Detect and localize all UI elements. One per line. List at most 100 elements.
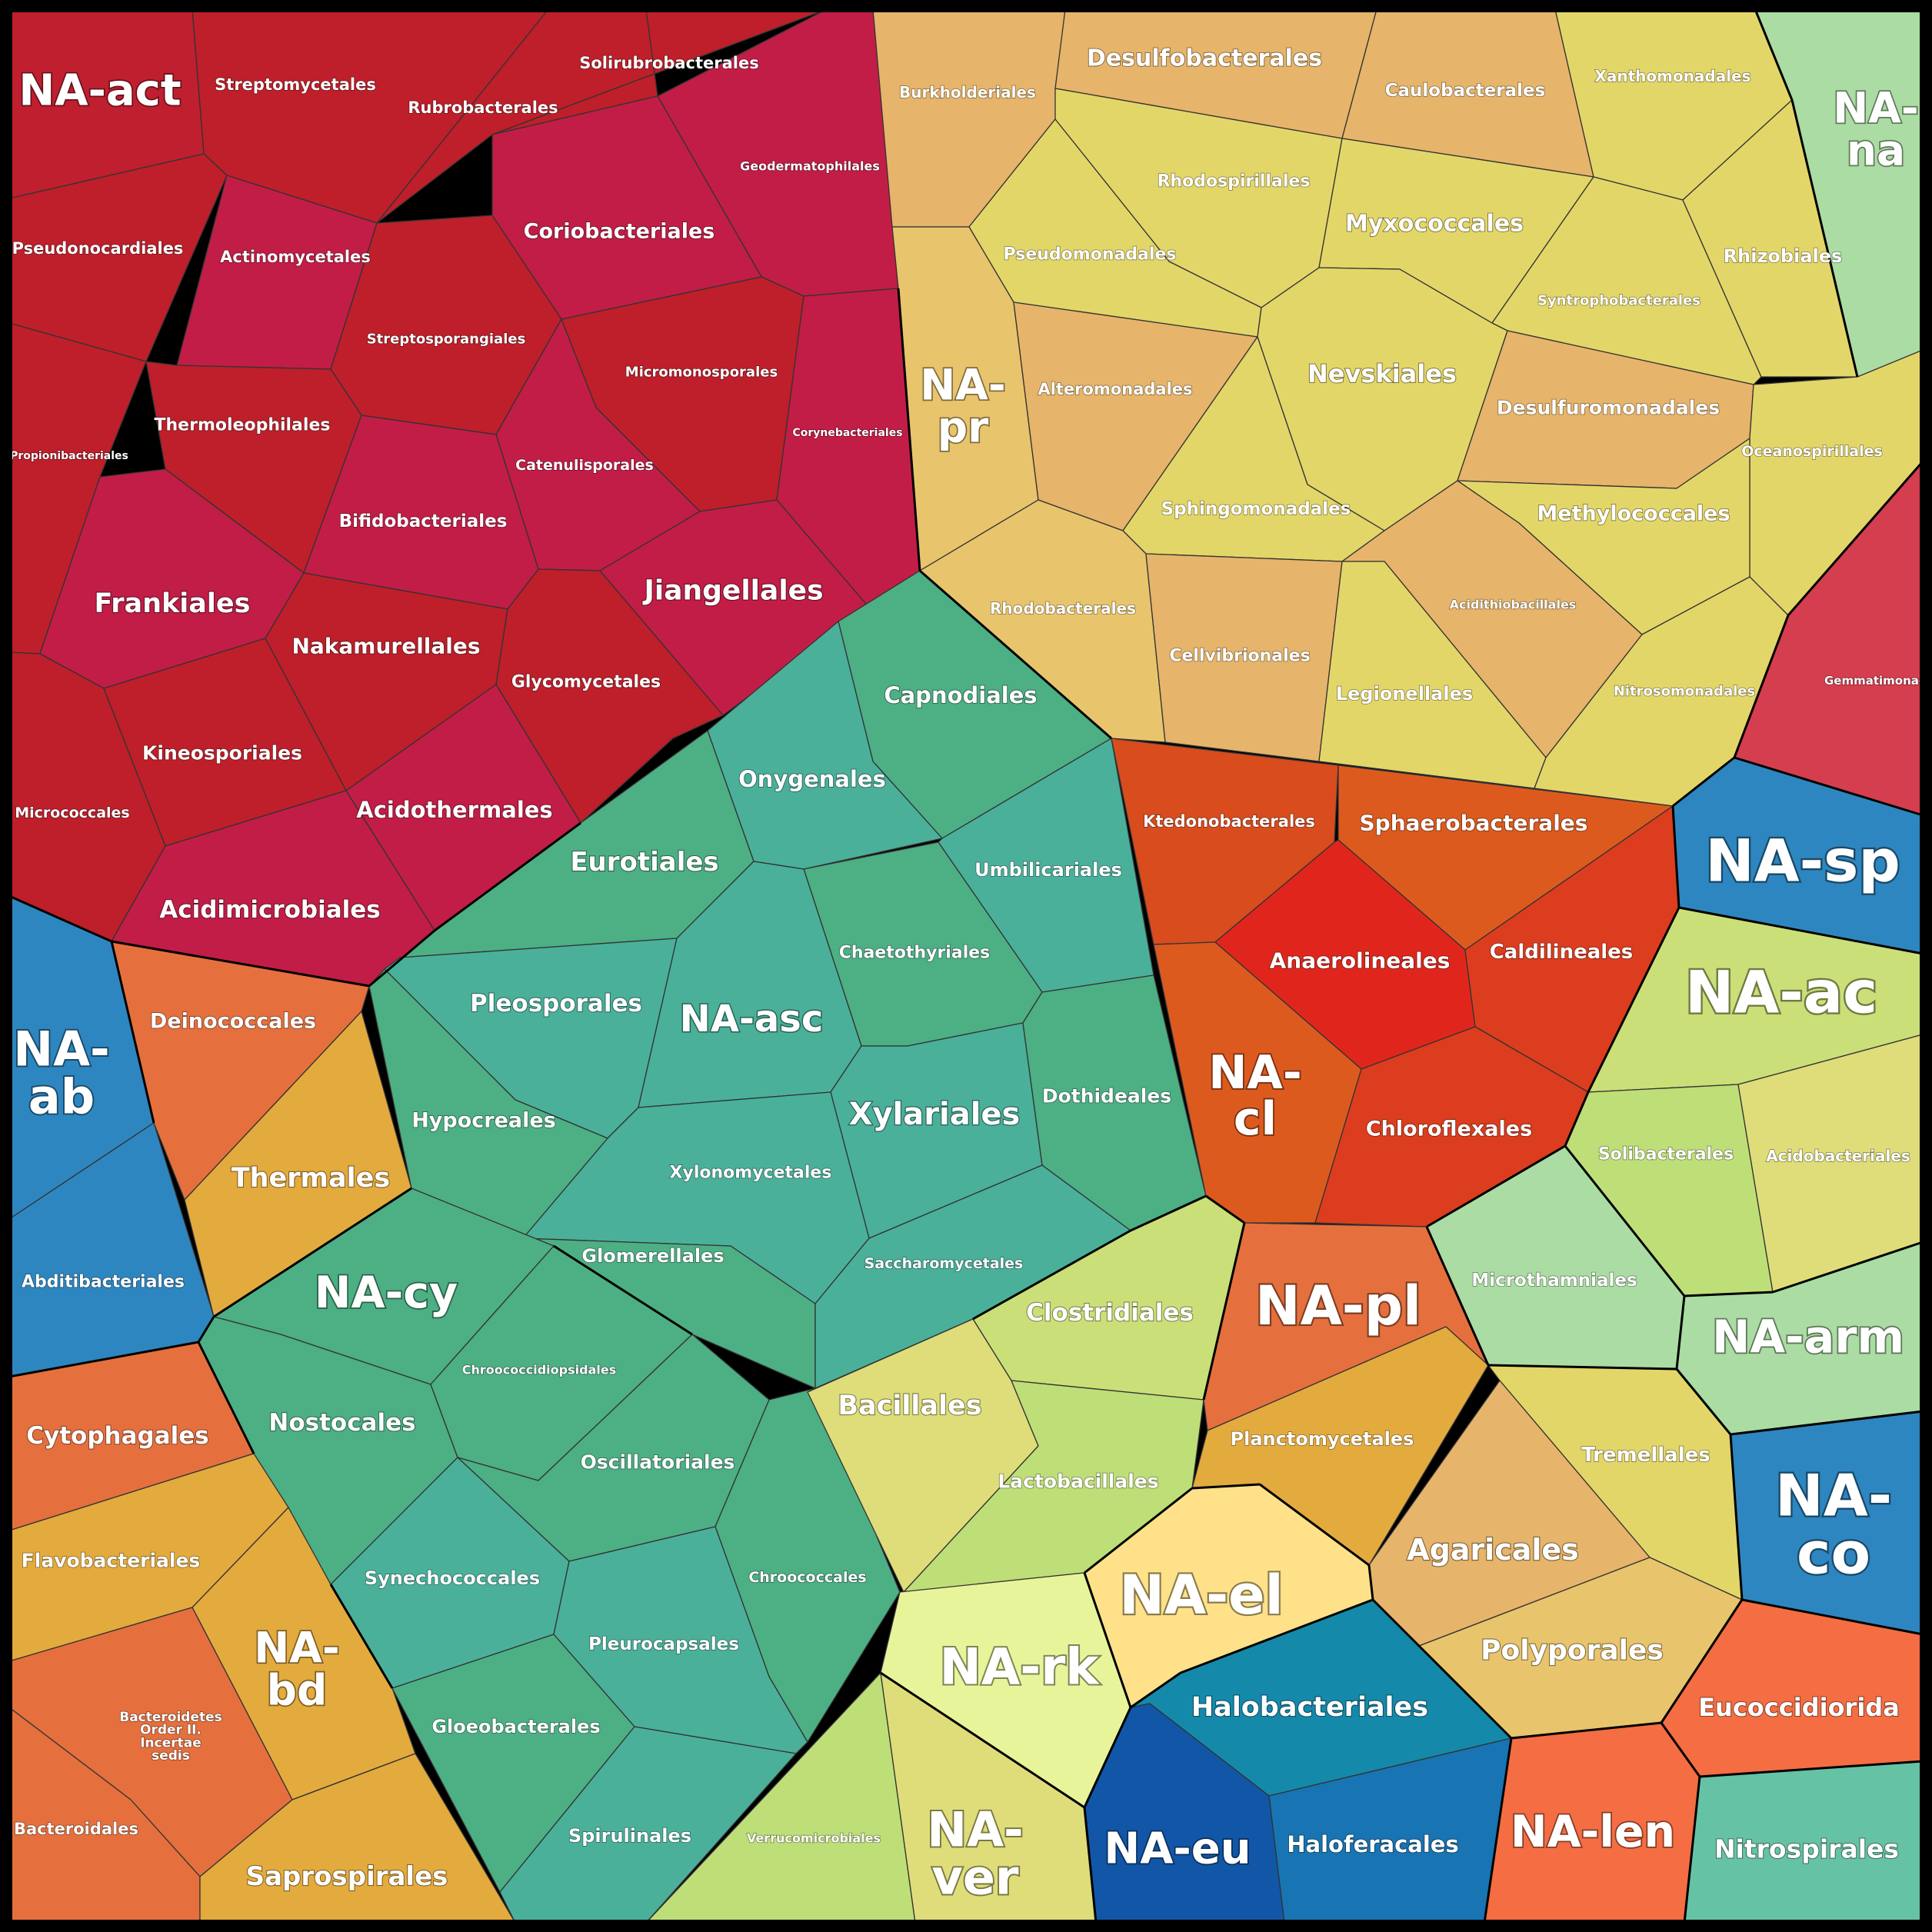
label-chroococcales: Chroococcales xyxy=(748,1569,866,1586)
label-geodermatophilales: Geodermatophilales xyxy=(740,159,880,174)
label-na: NA- xyxy=(254,1624,339,1673)
group-border xyxy=(368,929,435,988)
label-na: na xyxy=(1847,126,1905,175)
label-na: NA- xyxy=(1833,84,1918,133)
label-agaricales: Agaricales xyxy=(1407,1533,1579,1567)
group-border xyxy=(1730,1410,1924,1436)
group-border xyxy=(1130,1194,1207,1232)
group-border xyxy=(1180,1598,1374,1674)
label-sphingomonadales: Sphingomonadales xyxy=(1161,499,1351,519)
label-co: co xyxy=(1797,1520,1870,1587)
group-border xyxy=(1772,1241,1924,1294)
group-border xyxy=(1587,907,1681,1093)
group-border xyxy=(1191,1483,1261,1490)
label-na: NA- xyxy=(1208,1046,1302,1100)
group-border xyxy=(1417,1644,1513,1740)
group-border xyxy=(8,894,112,943)
label-solibacterales: Solibacterales xyxy=(1598,1145,1734,1164)
label-nitrospirales: Nitrospirales xyxy=(1714,1834,1899,1864)
group-border xyxy=(1729,1434,1744,1601)
label-xylonomycetales: Xylonomycetales xyxy=(670,1164,832,1183)
label-nitrosomonadales: Nitrosomonadales xyxy=(1614,684,1755,700)
label-na-el: NA-el xyxy=(1119,1564,1283,1627)
group-border xyxy=(919,569,1112,740)
group-border xyxy=(1660,1599,1744,1724)
group-border xyxy=(110,941,155,1124)
label-na-rk: NA-rk xyxy=(940,1639,1101,1697)
label-na-pl: NA-pl xyxy=(1255,1274,1421,1337)
label-onygenales: Onygenales xyxy=(738,766,886,792)
group-border xyxy=(1483,1737,1513,1924)
label-na-len: NA-len xyxy=(1511,1807,1675,1857)
label-hypocreales: Hypocreales xyxy=(411,1109,556,1133)
group-border xyxy=(897,288,921,571)
label-verrucomicrobiales: Verrucomicrobiales xyxy=(747,1831,881,1846)
group-border xyxy=(1083,1807,1098,1924)
label-ab: ab xyxy=(28,1069,95,1125)
group-border xyxy=(1672,756,1735,808)
label-umbilicariales: Umbilicariales xyxy=(974,859,1122,881)
label-halobacteriales: Halobacteriales xyxy=(1191,1692,1428,1723)
group-border xyxy=(1675,1368,1732,1435)
group-border xyxy=(329,1584,394,1689)
label-order-ii: Order II. xyxy=(140,1723,202,1738)
label-coriobacteriales: Coriobacteriales xyxy=(524,220,715,244)
label-glycomycetales: Glycomycetales xyxy=(511,673,661,692)
group-border xyxy=(1205,1194,1245,1224)
label-chaetothyriales: Chaetothyriales xyxy=(839,944,991,963)
label-thermales: Thermales xyxy=(232,1163,390,1194)
group-border xyxy=(1202,1222,1246,1401)
group-border xyxy=(1426,1144,1566,1228)
label-frankiales: Frankiales xyxy=(95,588,251,619)
label-bacteroidetes: Bacteroidetes xyxy=(119,1710,222,1725)
group-border xyxy=(197,1316,215,1343)
label-eurotiales: Eurotiales xyxy=(570,847,718,878)
label-nevskiales: Nevskiales xyxy=(1307,359,1457,388)
label-flavobacteriales: Flavobacteriales xyxy=(22,1550,201,1572)
label-legionellales: Legionellales xyxy=(1336,683,1473,705)
group-border xyxy=(1371,1598,1421,1647)
label-rubrobacterales: Rubrobacterales xyxy=(408,98,558,117)
label-incertae: Incertae xyxy=(140,1735,202,1750)
label-lactobacillales: Lactobacillales xyxy=(998,1471,1158,1493)
label-glomerellales: Glomerellales xyxy=(581,1245,724,1267)
group-border xyxy=(1790,99,1859,378)
label-micrococcales: Micrococcales xyxy=(15,804,129,821)
label-rhizobiales: Rhizobiales xyxy=(1724,245,1843,267)
group-border xyxy=(434,821,581,932)
group-border xyxy=(1084,1487,1193,1574)
group-border xyxy=(1083,1572,1132,1708)
label-kineosporiales: Kineosporiales xyxy=(142,742,302,764)
group-border xyxy=(1130,1671,1181,1709)
label-gemmatimonadales: Gemmatimonadales xyxy=(1824,674,1932,688)
label-planctomycetales: Planctomycetales xyxy=(1231,1428,1414,1450)
group-border xyxy=(553,1244,693,1336)
label-na: NA- xyxy=(1775,1462,1892,1530)
label-oscillatoriales: Oscillatoriales xyxy=(581,1451,735,1474)
group-border xyxy=(1787,461,1924,616)
label-pseudomonadales: Pseudomonadales xyxy=(1004,245,1177,265)
group-border xyxy=(1684,1291,1774,1297)
label-synechococcales: Synechococcales xyxy=(365,1567,540,1589)
label-pseudonocardiales: Pseudonocardiales xyxy=(12,239,184,258)
label-actinomycetales: Actinomycetales xyxy=(220,248,371,266)
group-border xyxy=(1083,1707,1132,1808)
label-xanthomonadales: Xanthomonadales xyxy=(1594,67,1750,85)
group-border xyxy=(1699,1760,1924,1778)
label-haloferacales: Haloferacales xyxy=(1287,1831,1459,1857)
label-jiangellales: Jiangellales xyxy=(642,575,824,607)
label-ktedonobacterales: Ktedonobacterales xyxy=(1143,812,1315,831)
group-border xyxy=(1741,1598,1924,1636)
label-pr: pr xyxy=(938,403,989,452)
label-propionibacteriales: Propionibacteriales xyxy=(10,450,128,462)
label-anaerolineales: Anaerolineales xyxy=(1270,948,1451,974)
label-desulfuromonadales: Desulfuromonadales xyxy=(1497,397,1720,419)
label-eucoccidiorida: Eucoccidiorida xyxy=(1698,1693,1900,1722)
label-cl: cl xyxy=(1234,1092,1277,1146)
label-bacteroidales: Bacteroidales xyxy=(14,1820,138,1838)
group-border xyxy=(1425,1226,1490,1366)
group-border xyxy=(8,1341,199,1378)
group-border-layer xyxy=(8,8,1924,1924)
label-cellvibrionales: Cellvibrionales xyxy=(1169,647,1310,666)
label-na-eu: NA-eu xyxy=(1104,1824,1251,1874)
